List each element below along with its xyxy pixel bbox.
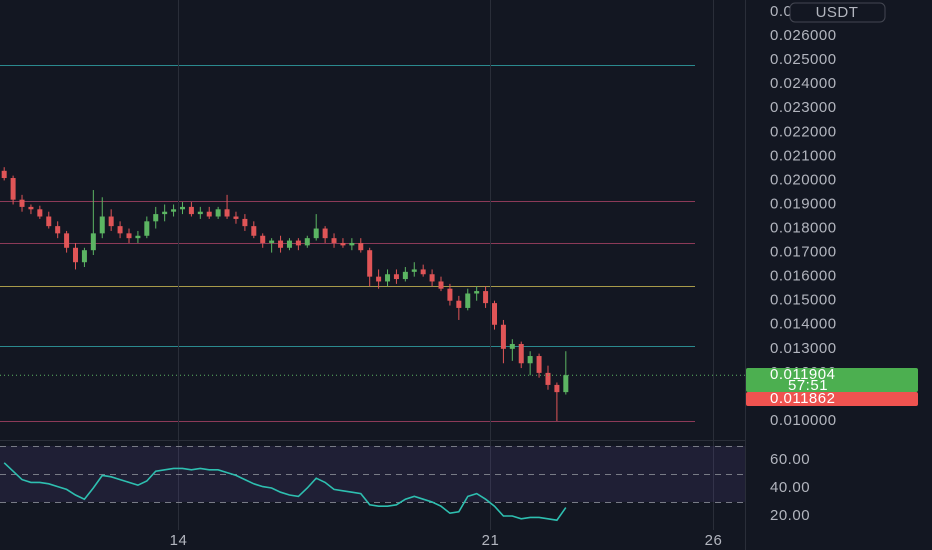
- candle-body: [313, 228, 319, 239]
- candle-body: [233, 216, 239, 219]
- candle-body: [367, 250, 373, 277]
- candle-body: [19, 199, 25, 207]
- candle-body: [331, 238, 337, 243]
- y-tick-label: 40.00: [770, 479, 810, 496]
- candle-body: [153, 214, 159, 222]
- y-tick-label: 0.010000: [770, 412, 837, 429]
- candle-body: [108, 216, 114, 227]
- candle-body: [536, 356, 542, 373]
- candle-body: [358, 242, 364, 251]
- candle-body: [162, 211, 168, 215]
- x-tick-label: 14: [170, 532, 188, 549]
- candle-body: [420, 269, 426, 275]
- y-tick-label: 0.015000: [770, 292, 837, 309]
- y-tick-label: 0.013000: [770, 340, 837, 357]
- y-tick-label: 0.022000: [770, 123, 837, 140]
- countdown-label: 57:51: [788, 377, 828, 394]
- candle-body: [456, 300, 462, 308]
- candle-body: [563, 375, 569, 393]
- candle-body: [64, 233, 70, 248]
- candle-body: [474, 291, 480, 294]
- candle-body: [117, 226, 123, 234]
- y-tick-label: 0.016000: [770, 268, 837, 285]
- candle-body: [349, 242, 355, 246]
- candle-body: [545, 372, 551, 385]
- y-tick-label: 0.018000: [770, 220, 837, 237]
- candle-body: [81, 250, 87, 263]
- candle-body: [28, 206, 34, 210]
- last-price-label: 0.011904: [770, 366, 835, 383]
- candle-body: [322, 228, 328, 239]
- candle-body: [509, 344, 515, 349]
- candle-body: [295, 240, 301, 246]
- candle-body: [224, 209, 230, 217]
- currency-label: USDT: [816, 4, 859, 21]
- candle-body: [242, 218, 248, 227]
- y-tick-label: 0.019000: [770, 195, 837, 212]
- last-price-box: [746, 368, 918, 392]
- candle-body: [171, 209, 177, 212]
- candle-body: [215, 209, 221, 217]
- candle-body: [1, 170, 7, 179]
- candle-body: [340, 242, 346, 246]
- y-tick-label: 20.00: [770, 507, 810, 524]
- candle-body: [188, 206, 194, 215]
- candle-body: [286, 240, 292, 248]
- candle-body: [278, 240, 284, 248]
- candle-body: [491, 303, 497, 325]
- candle-body: [447, 288, 453, 301]
- y-tick-label: 0.024000: [770, 75, 837, 92]
- candle-body: [376, 276, 382, 282]
- x-tick-label: 26: [705, 532, 723, 549]
- y-tick-label: 0.021000: [770, 147, 837, 164]
- second-price-box: [746, 392, 918, 406]
- candle-body: [483, 291, 489, 304]
- y-tick-label: 0.014000: [770, 316, 837, 333]
- rsi-line: [3, 462, 567, 522]
- y-tick-label: 0.017000: [770, 244, 837, 261]
- candle-body: [46, 216, 52, 227]
- candle-body: [554, 384, 560, 393]
- candle-body: [500, 324, 506, 349]
- candle-body: [135, 235, 141, 239]
- candle-body: [393, 274, 399, 280]
- candle-body: [251, 226, 257, 236]
- candle-body: [90, 233, 96, 251]
- candle-body: [269, 240, 275, 243]
- second-price-label: 0.011862: [770, 390, 835, 407]
- candle-body: [429, 274, 435, 282]
- candle-body: [206, 211, 212, 217]
- candle-body: [304, 238, 310, 246]
- candle-body: [73, 247, 79, 263]
- candle-body: [260, 235, 266, 243]
- y-tick-label: 0.025000: [770, 51, 837, 68]
- y-tick-label: 60.00: [770, 451, 810, 468]
- candle-body: [197, 211, 203, 215]
- y-tick-label: 0.026000: [770, 27, 837, 44]
- candle-body: [402, 271, 408, 280]
- candle-body: [126, 233, 132, 239]
- candle-body: [99, 216, 105, 234]
- candle-body: [55, 226, 61, 234]
- x-tick-label: 21: [482, 532, 500, 549]
- candle-body: [411, 269, 417, 272]
- candle-body: [37, 209, 43, 217]
- candle-body: [10, 178, 16, 200]
- y-tick-label: 0.023000: [770, 99, 837, 116]
- candle-body: [527, 356, 533, 364]
- candle-body: [179, 206, 185, 210]
- y-tick-label: 0.020000: [770, 171, 837, 188]
- candle-body: [465, 293, 471, 308]
- candle-body: [438, 281, 444, 289]
- candle-body: [518, 344, 524, 364]
- candle-body: [144, 221, 150, 236]
- currency-pill: [789, 2, 886, 23]
- candle-body: [385, 274, 391, 282]
